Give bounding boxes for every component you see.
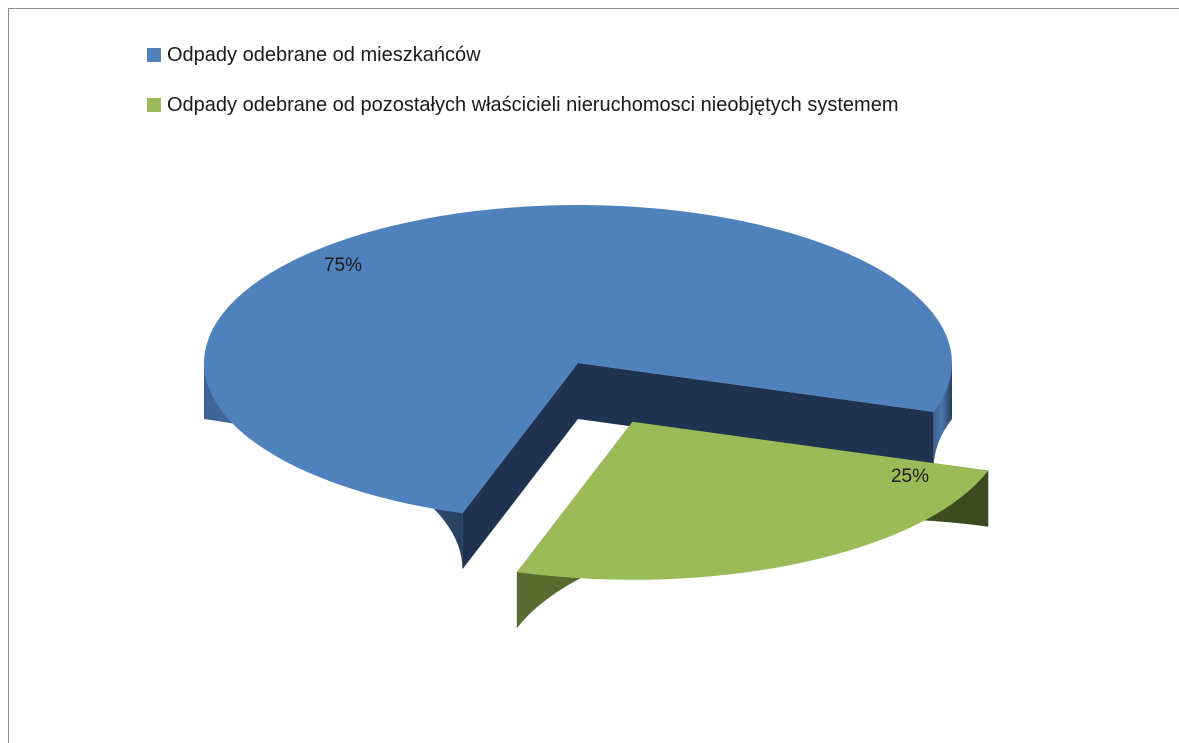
chart-legend: Odpady odebrane od mieszkańców Odpady od…	[147, 38, 898, 138]
legend-swatch-residents	[147, 48, 161, 62]
legend-item-other-owners: Odpady odebrane od pozostałych właścicie…	[147, 88, 898, 122]
pie-slice-residents-wall-0	[578, 363, 934, 468]
pie-slice-residents	[203, 204, 953, 514]
data-label-residents: 75%	[324, 255, 362, 276]
pie-slice-other-owners	[516, 421, 989, 580]
data-label-other-owners: 25%	[891, 466, 929, 487]
legend-item-residents: Odpady odebrane od mieszkańców	[147, 38, 898, 72]
pie-slice-residents-wall-1	[462, 363, 578, 570]
legend-label-other-owners: Odpady odebrane od pozostałych właścicie…	[167, 93, 899, 116]
legend-swatch-other-owners	[147, 98, 161, 112]
legend-label-residents: Odpady odebrane od mieszkańców	[167, 43, 481, 66]
